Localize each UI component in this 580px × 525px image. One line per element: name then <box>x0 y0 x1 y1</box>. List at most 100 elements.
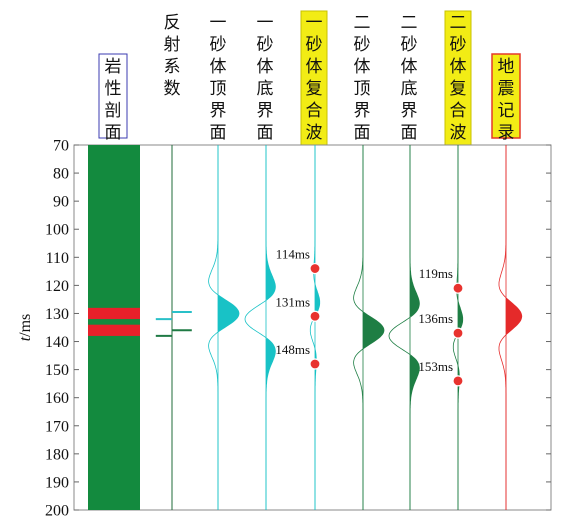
header-char-s1top: 面 <box>210 123 227 143</box>
header-char-s1comp: 波 <box>306 123 323 143</box>
trace-s2top <box>353 145 385 510</box>
time-marker <box>452 375 464 387</box>
trace-fill-s1bot <box>266 248 276 300</box>
header-char-s1bot: 一 <box>257 13 274 33</box>
trace-line-s2top <box>353 145 385 510</box>
time-marker <box>309 358 321 370</box>
header-char-s1top: 顶 <box>210 79 227 99</box>
header-char-s2comp: 体 <box>450 57 467 77</box>
trace-line-s1bot <box>244 145 276 510</box>
time-label: 131ms <box>275 294 310 309</box>
header-char-s1top: 一 <box>210 13 227 33</box>
time-label: 136ms <box>418 311 453 326</box>
trace-seis <box>498 145 523 510</box>
time-marker <box>452 282 464 294</box>
header-char-s1comp: 合 <box>306 101 323 121</box>
trace-fill-s2comp <box>458 302 463 332</box>
header-highlight-seis <box>491 53 521 139</box>
y-tick-label: 90 <box>53 194 69 211</box>
y-tick-label: 80 <box>53 166 69 183</box>
header-char-s2comp: 二 <box>450 13 467 33</box>
trace-fill-s2bot <box>410 355 420 407</box>
trace-line-s2bot <box>388 145 420 510</box>
header-char-seis: 记 <box>498 101 515 121</box>
header-char-s1bot: 底 <box>257 79 274 99</box>
trace-s1top <box>208 145 240 510</box>
header-char-s2top: 体 <box>354 57 371 77</box>
header-char-seis: 地 <box>498 57 515 77</box>
time-marker <box>309 310 321 322</box>
trace-fill-s2top <box>363 312 384 349</box>
plot-frame <box>73 144 552 511</box>
header-box-lith <box>98 53 128 139</box>
trace-s2comp <box>452 145 464 510</box>
trace-s2bot <box>388 145 420 510</box>
header-char-s2top: 顶 <box>354 79 371 99</box>
sand-bed-2 <box>88 324 140 336</box>
sand-bed-1 <box>88 307 140 320</box>
y-tick-label: 160 <box>45 390 69 407</box>
time-label: 153ms <box>418 359 453 374</box>
y-tick-label: 100 <box>45 222 69 239</box>
time-annotations: 114ms 131ms 148ms 119ms 136ms 153ms <box>275 247 464 387</box>
header-char-s2bot: 底 <box>401 79 418 99</box>
header-char-s2comp: 合 <box>450 101 467 121</box>
header-char-refl: 反 <box>164 13 181 33</box>
header-char-s2bot: 砂 <box>401 35 418 55</box>
y-tick-label: 110 <box>46 250 69 267</box>
header-char-lith: 岩 <box>105 57 122 77</box>
header-char-s1comp: 砂 <box>306 35 323 55</box>
trace-fill-s2bot <box>410 265 420 317</box>
y-tick-label: 200 <box>45 503 69 520</box>
trace-fill-s1bot <box>266 338 276 390</box>
trace-line-s1top <box>208 145 240 510</box>
reflection-coefficients <box>155 145 192 510</box>
header-char-s2bot: 体 <box>401 57 418 77</box>
header-char-s1comp: 复 <box>306 79 323 99</box>
time-marker <box>309 262 321 275</box>
trace-line-s1comp <box>309 145 321 510</box>
header-char-s1bot: 体 <box>257 57 274 77</box>
trace-fill-s1comp <box>315 285 320 315</box>
y-tick-label: 120 <box>45 278 69 295</box>
header-char-s2comp: 波 <box>450 123 467 143</box>
y-tick-label: 130 <box>45 306 69 323</box>
trace-line-s2comp <box>452 145 464 510</box>
y-tick-label: 140 <box>45 334 69 351</box>
header-char-s2bot: 界 <box>401 101 418 121</box>
header-char-s2comp: 砂 <box>450 35 467 55</box>
header-char-s2comp: 复 <box>450 79 467 99</box>
header-char-s2top: 面 <box>354 123 371 143</box>
header-char-s1comp: 一 <box>306 13 323 33</box>
header-char-lith: 性 <box>105 79 122 99</box>
y-tick-label: 70 <box>53 138 69 155</box>
header-char-lith: 剖 <box>105 101 122 121</box>
y-axis-label-var: t <box>17 336 34 341</box>
trace-fill-s1top <box>218 295 239 332</box>
header-char-s2bot: 面 <box>401 123 418 143</box>
waveform-traces <box>208 145 523 510</box>
time-marker <box>452 327 464 339</box>
y-tick-label: 180 <box>45 446 69 463</box>
trace-s1comp <box>309 145 321 510</box>
lithology-column <box>88 145 140 510</box>
y-axis-label: t/ms <box>17 314 34 342</box>
trace-s1bot <box>244 145 276 510</box>
header-char-s2top: 砂 <box>354 35 371 55</box>
header-char-s1comp: 体 <box>306 57 323 77</box>
header-highlight-s2comp <box>444 10 472 152</box>
y-axis-label-unit: /ms <box>17 314 34 337</box>
y-tick-label: 170 <box>45 418 69 435</box>
header-char-lith: 面 <box>105 123 122 143</box>
time-label: 148ms <box>275 342 310 357</box>
header-char-s1top: 砂 <box>210 35 227 55</box>
trace-fill-seis <box>506 298 522 335</box>
header-char-refl: 数 <box>164 79 181 99</box>
header-char-s1top: 体 <box>210 57 227 77</box>
header-char-s1bot: 面 <box>257 123 274 143</box>
header-char-s1bot: 砂 <box>257 35 274 55</box>
y-axis: 70 80 90 100 110 120 130 140 150 160 170 180 190 200 t… <box>17 138 551 520</box>
header-char-s2top: 二 <box>354 13 371 33</box>
header-char-seis: 录 <box>498 123 515 143</box>
header-char-s1bot: 界 <box>257 101 274 121</box>
